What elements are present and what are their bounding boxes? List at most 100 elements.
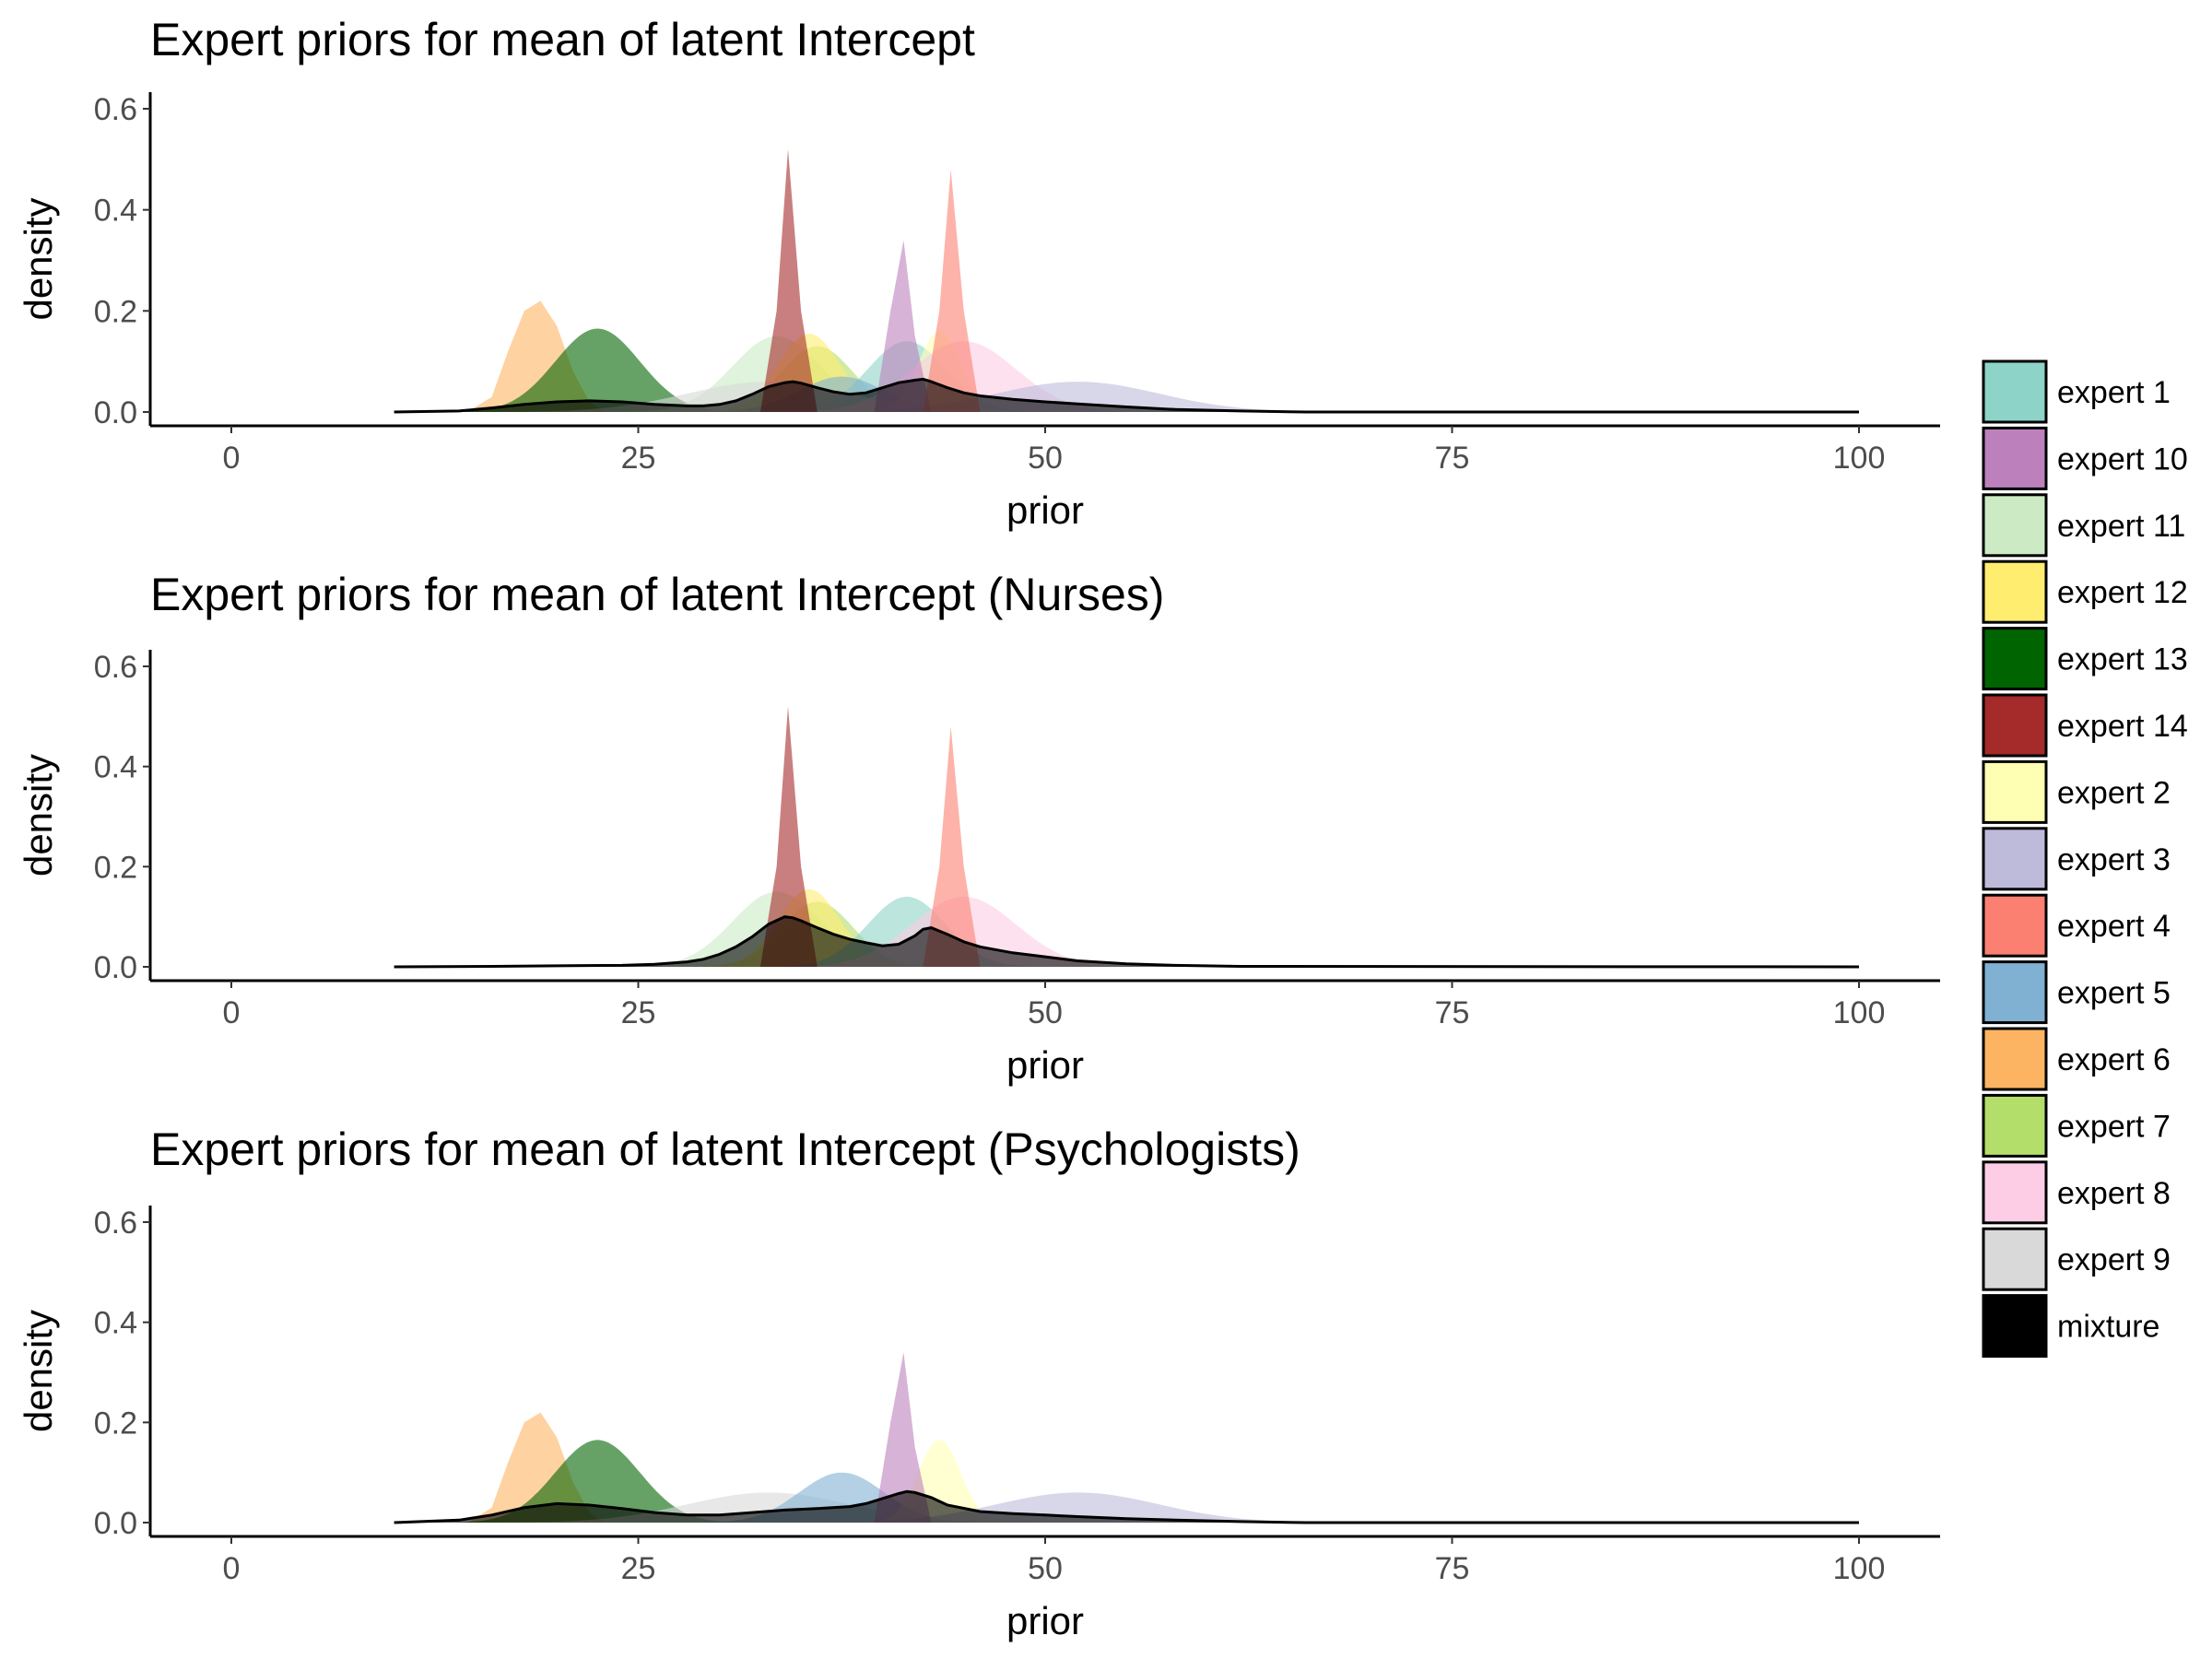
- area-expert-14: [760, 706, 818, 967]
- legend-label: expert 3: [2057, 842, 2171, 877]
- y-tick-label: 0.4: [94, 750, 137, 785]
- legend-swatch: [1982, 827, 2048, 891]
- area-expert-4: [923, 169, 981, 413]
- legend-swatch: [1982, 1294, 2048, 1359]
- x-tick-label: 0: [223, 995, 241, 1030]
- x-tick-label: 100: [1833, 995, 1886, 1030]
- legend-item-expert-5: expert 5: [1982, 960, 2171, 1025]
- legend: expert 1 expert 10 expert 11 expert 12 exper…: [1982, 359, 2188, 1359]
- area-expert-10: [874, 240, 932, 412]
- area-expert-3: [793, 1492, 1363, 1523]
- legend-swatch: [1982, 1027, 2048, 1091]
- y-tick-label: 0.2: [94, 850, 137, 885]
- legend-swatch: [1982, 1093, 2048, 1158]
- x-tick-label: 50: [1028, 995, 1063, 1030]
- panel-2: Expert priors for mean of latent Interce…: [17, 569, 1940, 1087]
- legend-swatch: [1982, 359, 2048, 424]
- y-tick-label: 0.0: [94, 1506, 137, 1541]
- x-axis-label: prior: [1006, 1599, 1084, 1642]
- legend-item-mixture: mixture: [1982, 1294, 2159, 1359]
- legend-label: expert 14: [2057, 709, 2188, 744]
- area-mixture: [394, 379, 1860, 412]
- area-expert-3: [793, 382, 1363, 412]
- legend-item-expert-14: expert 14: [1982, 693, 2188, 758]
- area-mixture: [394, 916, 1860, 967]
- legend-item-expert-8: expert 8: [1982, 1160, 2171, 1225]
- area-expert-14: [760, 148, 818, 412]
- legend-swatch: [1982, 693, 2048, 758]
- legend-swatch: [1982, 627, 2048, 691]
- legend-item-expert-6: expert 6: [1982, 1027, 2171, 1091]
- x-tick-label: 0: [223, 1551, 241, 1586]
- x-tick-label: 75: [1435, 1551, 1470, 1586]
- legend-label: expert 9: [2057, 1242, 2171, 1277]
- x-tick-label: 50: [1028, 441, 1063, 476]
- legend-label: expert 10: [2057, 441, 2188, 477]
- area-mixture: [394, 1491, 1860, 1523]
- area-expert-9: [483, 1492, 1053, 1523]
- legend-item-expert-10: expert 10: [1982, 426, 2188, 490]
- legend-label: expert 4: [2057, 909, 2171, 944]
- legend-label: expert 2: [2057, 775, 2171, 810]
- legend-swatch: [1982, 559, 2048, 624]
- area-expert-13: [449, 1440, 747, 1523]
- y-tick-label: 0.4: [94, 194, 137, 229]
- legend-swatch: [1982, 759, 2048, 824]
- y-axis-label: density: [17, 754, 60, 877]
- y-tick-label: 0.2: [94, 294, 137, 329]
- x-tick-label: 100: [1833, 1551, 1886, 1586]
- density-areas: [449, 148, 1363, 413]
- x-tick-label: 25: [621, 441, 656, 476]
- legend-swatch: [1982, 960, 2048, 1025]
- legend-label: expert 1: [2057, 375, 2171, 410]
- legend-item-expert-2: expert 2: [1982, 759, 2171, 824]
- area-expert-4: [923, 726, 981, 967]
- legend-swatch: [1982, 426, 2048, 490]
- legend-label: expert 8: [2057, 1176, 2171, 1211]
- legend-label: expert 11: [2057, 509, 2185, 544]
- area-expert-10: [874, 1352, 932, 1523]
- legend-swatch: [1982, 893, 2048, 958]
- area-expert-2: [865, 1440, 1014, 1523]
- y-tick-label: 0.0: [94, 950, 137, 985]
- density-areas: [449, 1352, 1363, 1523]
- x-tick-label: 0: [223, 441, 241, 476]
- legend-item-expert-7: expert 7: [1982, 1093, 2171, 1158]
- legend-item-expert-12: expert 12: [1982, 559, 2188, 624]
- legend-label: expert 13: [2057, 642, 2188, 677]
- x-tick-label: 50: [1028, 1551, 1063, 1586]
- legend-label: mixture: [2057, 1310, 2159, 1345]
- line-mixture: [394, 915, 1860, 969]
- legend-swatch: [1982, 493, 2048, 558]
- legend-item-expert-4: expert 4: [1982, 893, 2171, 958]
- y-tick-label: 0.4: [94, 1306, 137, 1341]
- legend-swatch: [1982, 1160, 2048, 1225]
- x-tick-label: 25: [621, 995, 656, 1030]
- x-axis-label: prior: [1006, 488, 1084, 532]
- legend-label: expert 6: [2057, 1042, 2171, 1077]
- legend-item-expert-3: expert 3: [1982, 827, 2171, 891]
- legend-item-expert-11: expert 11: [1982, 493, 2185, 558]
- chart-title: Expert priors for mean of latent Interce…: [150, 14, 975, 65]
- x-tick-label: 75: [1435, 441, 1470, 476]
- y-axis-label: density: [17, 1310, 60, 1432]
- y-tick-label: 0.0: [94, 395, 137, 430]
- line-mixture: [394, 377, 1859, 414]
- x-axis-label: prior: [1006, 1043, 1084, 1087]
- area-expert-13: [449, 328, 747, 412]
- legend-item-expert-1: expert 1: [1982, 359, 2171, 424]
- panel-3: Expert priors for mean of latent Interce…: [17, 1124, 1940, 1642]
- legend-label: expert 7: [2057, 1109, 2171, 1144]
- y-tick-label: 0.6: [94, 650, 137, 685]
- area-expert-5: [693, 1472, 990, 1523]
- y-tick-label: 0.6: [94, 92, 137, 127]
- line-mixture: [394, 1489, 1859, 1524]
- legend-item-expert-9: expert 9: [1982, 1227, 2171, 1291]
- legend-label: expert 12: [2057, 575, 2188, 610]
- x-tick-label: 75: [1435, 995, 1470, 1030]
- x-tick-label: 25: [621, 1551, 656, 1586]
- x-tick-label: 100: [1833, 441, 1886, 476]
- y-axis-label: density: [17, 197, 60, 320]
- density-areas: [622, 706, 1147, 967]
